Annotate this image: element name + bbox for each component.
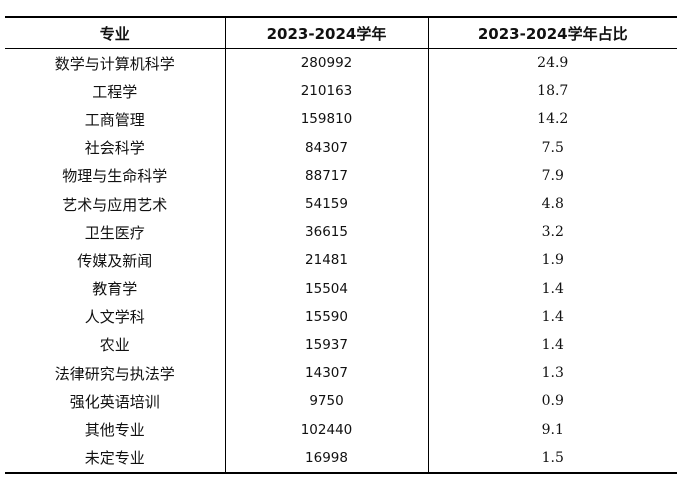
cell-count: 84307 bbox=[224, 133, 428, 162]
table-row: 社会科学 84307 7.5 bbox=[5, 133, 677, 162]
cell-share: 1.4 bbox=[427, 330, 677, 360]
cell-share: 9.1 bbox=[427, 415, 677, 444]
cell-major: 传媒及新闻 bbox=[77, 251, 153, 270]
table-header-row: 专业 2023-2024学年 2023-2024学年占比 bbox=[5, 17, 677, 49]
cell-share: 1.4 bbox=[427, 274, 677, 303]
cell-count: 16998 bbox=[224, 443, 428, 473]
cell-count: 88717 bbox=[224, 161, 428, 190]
table-row: 艺术与应用艺术 54159 4.8 bbox=[5, 189, 677, 219]
cell-major: 数学与计算机科学 bbox=[54, 54, 175, 73]
cell-count: 54159 bbox=[224, 189, 428, 219]
cell-major: 未定专业 bbox=[84, 449, 145, 468]
cell-share: 24.9 bbox=[427, 48, 677, 78]
table-row: 传媒及新闻 21481 1.9 bbox=[5, 246, 677, 275]
cell-major: 社会科学 bbox=[84, 139, 145, 158]
table-row: 农业 15937 1.4 bbox=[5, 330, 677, 360]
table-row: 数学与计算机科学 280992 24.9 bbox=[5, 48, 677, 78]
cell-share: 1.3 bbox=[427, 359, 677, 388]
cell-count: 210163 bbox=[224, 77, 428, 106]
cell-major: 其他专业 bbox=[84, 421, 145, 440]
cell-count: 14307 bbox=[224, 359, 428, 388]
table-row: 其他专业 102440 9.1 bbox=[5, 415, 677, 444]
cell-count: 15937 bbox=[224, 330, 428, 360]
table-row: 卫生医疗 36615 3.2 bbox=[5, 218, 677, 247]
cell-major: 工商管理 bbox=[84, 110, 145, 129]
cell-share: 1.4 bbox=[427, 302, 677, 331]
major-distribution-table: 专业 2023-2024学年 2023-2024学年占比 数学与计算机科学 28… bbox=[5, 16, 677, 474]
cell-count: 159810 bbox=[224, 105, 428, 134]
cell-share: 0.9 bbox=[427, 387, 677, 416]
cell-major: 农业 bbox=[99, 336, 130, 355]
cell-share: 14.2 bbox=[427, 105, 677, 134]
cell-major: 法律研究与执法学 bbox=[54, 364, 175, 383]
header-count: 2023-2024学年 bbox=[224, 17, 428, 49]
cell-share: 1.9 bbox=[427, 246, 677, 275]
header-share: 2023-2024学年占比 bbox=[427, 17, 677, 49]
cell-count: 102440 bbox=[224, 415, 428, 444]
table-row: 物理与生命科学 88717 7.9 bbox=[5, 161, 677, 190]
cell-share: 7.9 bbox=[427, 161, 677, 190]
cell-major: 物理与生命科学 bbox=[62, 167, 168, 186]
cell-major: 卫生医疗 bbox=[84, 223, 145, 242]
cell-major: 教育学 bbox=[92, 280, 138, 299]
cell-major: 艺术与应用艺术 bbox=[62, 195, 168, 214]
cell-share: 7.5 bbox=[427, 133, 677, 162]
table-row: 未定专业 16998 1.5 bbox=[5, 443, 677, 473]
header-major: 专业 bbox=[99, 24, 130, 43]
table-row: 法律研究与执法学 14307 1.3 bbox=[5, 359, 677, 388]
cell-count: 15590 bbox=[224, 302, 428, 331]
table-row: 人文学科 15590 1.4 bbox=[5, 302, 677, 331]
cell-major: 强化英语培训 bbox=[69, 392, 160, 411]
cell-count: 21481 bbox=[224, 246, 428, 275]
cell-share: 3.2 bbox=[427, 218, 677, 247]
cell-count: 9750 bbox=[224, 387, 428, 416]
table-row: 强化英语培训 9750 0.9 bbox=[5, 387, 677, 416]
cell-share: 18.7 bbox=[427, 77, 677, 106]
cell-major: 人文学科 bbox=[84, 308, 145, 327]
cell-count: 280992 bbox=[224, 48, 428, 78]
table-row: 工商管理 159810 14.2 bbox=[5, 105, 677, 134]
cell-share: 1.5 bbox=[427, 443, 677, 473]
table-row: 工程学 210163 18.7 bbox=[5, 77, 677, 106]
cell-count: 15504 bbox=[224, 274, 428, 303]
table-row: 教育学 15504 1.4 bbox=[5, 274, 677, 303]
cell-major: 工程学 bbox=[92, 82, 138, 101]
cell-count: 36615 bbox=[224, 218, 428, 247]
data-table-container: 专业 2023-2024学年 2023-2024学年占比 数学与计算机科学 28… bbox=[5, 16, 677, 474]
cell-share: 4.8 bbox=[427, 189, 677, 219]
